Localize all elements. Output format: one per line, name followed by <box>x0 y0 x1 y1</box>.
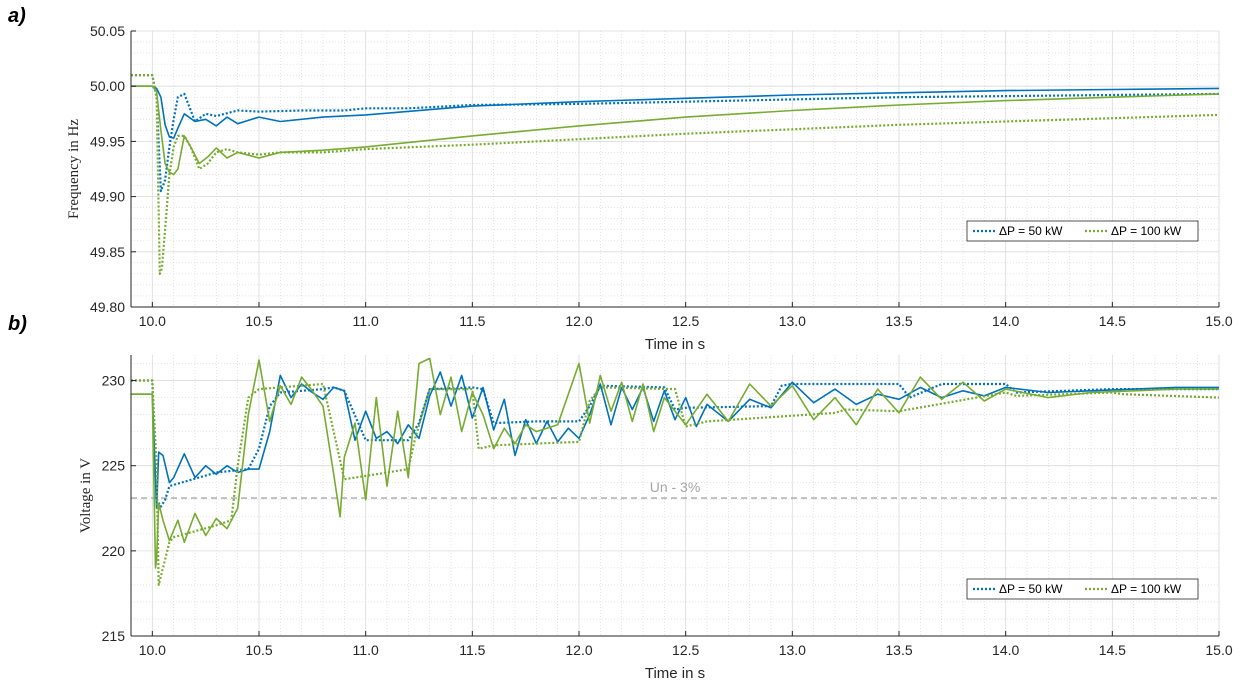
legend-entry: ΔP = 50 kW <box>999 224 1063 238</box>
x-tick-label: 14.0 <box>992 313 1019 329</box>
series-line-dotted-1 <box>131 74 1219 193</box>
series-line-solid-0 <box>131 85 1219 139</box>
y-tick-label: 49.95 <box>90 133 125 149</box>
x-axis-label: Time in s <box>645 665 705 682</box>
x-tick-label: 10.5 <box>245 313 272 329</box>
x-tick-label: 14.5 <box>1099 642 1126 658</box>
y-tick-label: 230 <box>102 373 126 389</box>
x-tick-label: 13.5 <box>885 642 912 658</box>
x-axis-label: Time in s <box>645 336 705 353</box>
x-tick-label: 12.0 <box>565 313 592 329</box>
y-tick-label: 50.05 <box>90 23 125 39</box>
y-tick-label: 49.85 <box>90 244 125 260</box>
x-tick-label: 10.0 <box>139 313 166 329</box>
x-tick-label: 13.0 <box>779 642 806 658</box>
legend-entry: ΔP = 50 kW <box>999 582 1063 596</box>
x-tick-label: 12.5 <box>672 313 699 329</box>
frequency-plot: 10.0 10.5 11.0 11.5 12.0 12.5 13.0 13.5 14.0 14.5… <box>66 23 1233 353</box>
y-tick-label: 49.90 <box>90 189 125 205</box>
x-tick-label: 15.0 <box>1205 642 1232 658</box>
y-tick-label: 215 <box>102 628 126 644</box>
x-tick-label: 13.0 <box>779 313 806 329</box>
legend: ΔP = 50 kW ΔP = 100 kW <box>966 578 1199 600</box>
y-tick-label: 220 <box>102 543 126 559</box>
y-tick-label: 225 <box>102 458 126 474</box>
x-tick-label: 12.5 <box>672 642 699 658</box>
y-axis-label: Voltage in V <box>78 458 94 533</box>
reference-line-label: Un - 3% <box>650 479 701 495</box>
y-tick-label: 49.80 <box>90 299 125 315</box>
series-line-solid-2 <box>131 85 1219 176</box>
legend-box <box>966 220 1199 242</box>
series-line-solid-0 <box>131 371 1219 510</box>
x-tick-label: 10.0 <box>139 642 166 658</box>
voltage-plot: Un - 3% 10.0 10.5 11.0 11.5 12.0 12.5 13.0 13.5 1… <box>78 355 1233 682</box>
x-tick-label: 11.5 <box>459 313 485 329</box>
series-line-dotted-3 <box>131 74 1219 275</box>
plot-area <box>131 31 1219 307</box>
x-tick-label: 14.0 <box>992 642 1019 658</box>
y-axis-label: Frequency in Hz <box>66 119 82 219</box>
x-tick-label: 14.5 <box>1099 313 1126 329</box>
panel-b-label: b) <box>8 313 27 335</box>
y-tick-label: 50.00 <box>90 78 125 94</box>
x-tick-label: 11.0 <box>353 642 379 658</box>
legend-box <box>966 578 1199 600</box>
legend-entry: ΔP = 100 kW <box>1111 582 1182 596</box>
x-tick-label: 11.5 <box>459 642 485 658</box>
x-tick-label: 15.0 <box>1205 313 1232 329</box>
x-tick-label: 12.0 <box>565 642 592 658</box>
x-tick-label: 10.5 <box>245 642 272 658</box>
legend-entry: ΔP = 100 kW <box>1111 224 1182 238</box>
legend: ΔP = 50 kW ΔP = 100 kW <box>966 220 1199 242</box>
panel-a-label: a) <box>8 5 26 27</box>
x-tick-label: 11.0 <box>353 313 379 329</box>
x-tick-label: 13.5 <box>885 313 912 329</box>
series-line-solid-2 <box>131 357 1219 569</box>
